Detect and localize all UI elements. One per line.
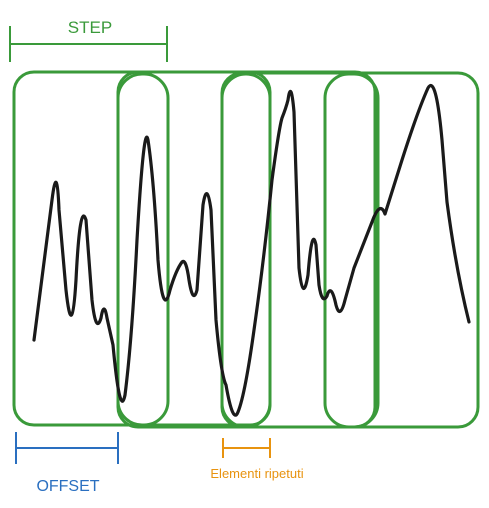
windows bbox=[12, 70, 480, 429]
window-1 bbox=[12, 70, 272, 427]
overlap-1 bbox=[116, 72, 170, 427]
offset-label: OFFSET bbox=[36, 478, 99, 495]
overlap-2 bbox=[220, 72, 272, 429]
step-label: STEP bbox=[68, 18, 112, 37]
overlap-3 bbox=[323, 72, 380, 429]
step-bracket bbox=[9, 26, 168, 62]
repeated-bracket bbox=[222, 438, 271, 458]
signal-waveform bbox=[32, 84, 471, 417]
offset-bracket bbox=[15, 432, 119, 464]
repeated-label: Elementi ripetuti bbox=[210, 466, 303, 481]
